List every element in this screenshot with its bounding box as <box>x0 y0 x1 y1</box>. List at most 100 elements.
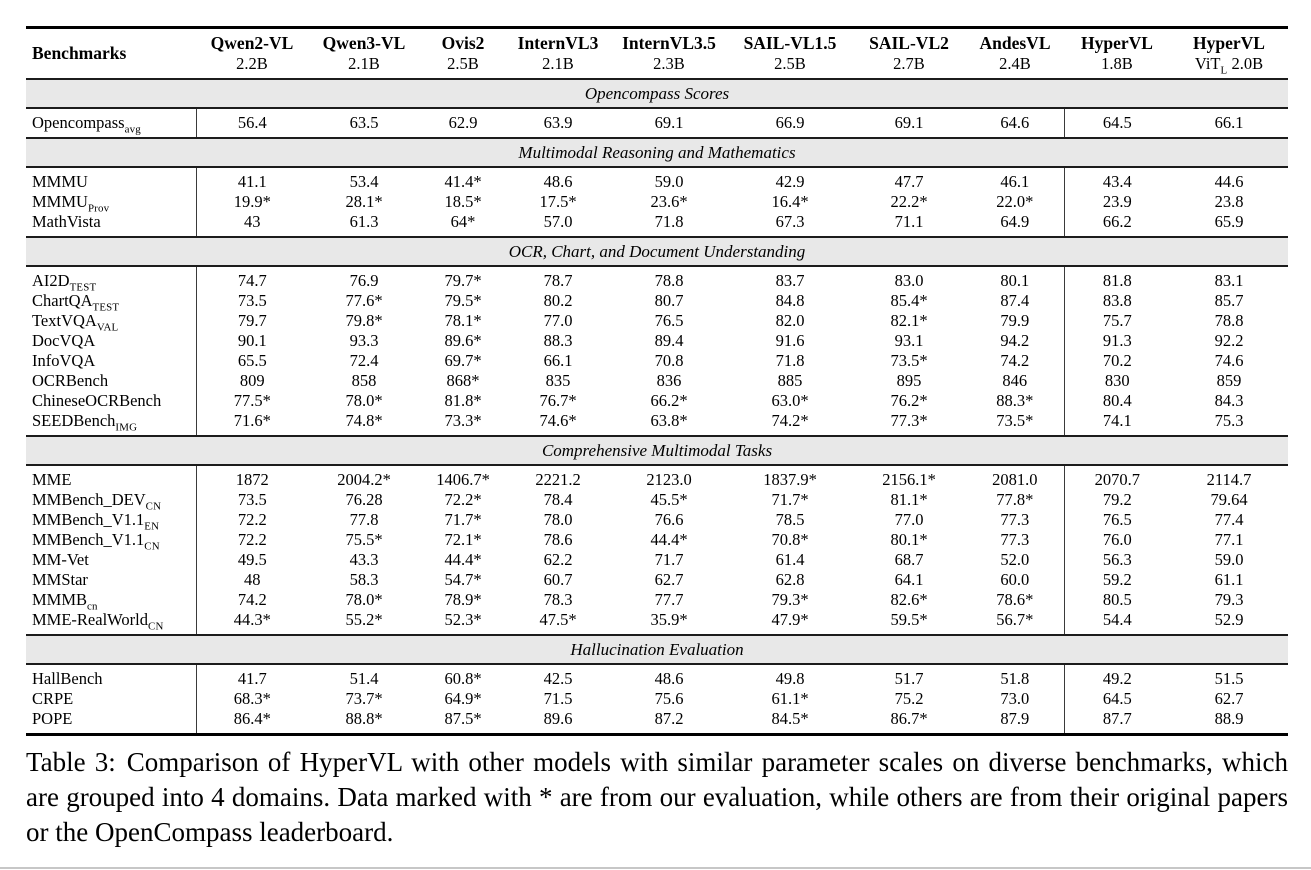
score-cell: 22.2* <box>890 192 928 211</box>
score-cell: 2114.7 <box>1206 470 1252 489</box>
score-cell: 48 <box>195 570 308 590</box>
score-cell: 66.2* <box>650 391 688 410</box>
score-cell: 23.6* <box>650 192 688 211</box>
score-cell: 74.6 <box>1214 351 1244 370</box>
benchmark-name: ChartQATEST <box>32 291 120 314</box>
score-cell: 79.9 <box>1000 311 1030 330</box>
score-cell: 80.1* <box>890 530 928 549</box>
score-cell: 68.3* <box>195 689 308 709</box>
score-cell: 77.0 <box>894 510 924 529</box>
column-header: Qwen2-VL 2.2B <box>210 33 294 73</box>
score-cell: 74.2 <box>195 590 308 610</box>
score-cell: 71.7* <box>444 510 482 529</box>
score-cell: 51.4 <box>349 669 379 688</box>
benchmark-row: TextVQAVAL 79.7 79.8* 78.1* 77.0 76.5 82.0 82.1… <box>26 311 1288 333</box>
score-cell: 87.7 <box>1063 709 1170 735</box>
table-caption-text: Comparison of HyperVL with other models … <box>26 747 1289 847</box>
score-cell: 60.7 <box>543 570 573 589</box>
score-cell: 70.2 <box>1063 351 1170 371</box>
score-cell: 64.6 <box>1000 113 1030 132</box>
benchmark-name: MMBench_V1.1CN <box>32 530 160 553</box>
score-cell: 809 <box>195 371 308 391</box>
benchmark-row: OCRBench 809 858 868* 835 836 885 895 846 830 859 <box>26 371 1288 391</box>
score-cell: 89.4 <box>654 331 684 350</box>
score-cell: 71.6* <box>195 411 308 436</box>
score-cell: 74.1 <box>1063 411 1170 436</box>
column-header: SAIL-VL2 2.7B <box>869 33 949 73</box>
score-cell: 85.7 <box>1214 291 1244 310</box>
score-cell: 77.6* <box>345 291 383 310</box>
score-cell: 835 <box>545 371 571 390</box>
score-cell: 64.1 <box>894 570 924 589</box>
score-cell: 84.5* <box>771 709 809 728</box>
score-cell: 885 <box>777 371 803 390</box>
table-caption: Table 3: Comparison of HyperVL with other… <box>26 745 1288 850</box>
score-cell: 78.3 <box>543 590 573 609</box>
score-cell: 73.7* <box>345 689 383 708</box>
score-cell: 80.1 <box>1000 271 1030 290</box>
table-header-row: Benchmarks Qwen2-VL 2.2B Qwen3-VL 2.1B Ovis2… <box>26 28 1288 80</box>
score-cell: 76.6 <box>654 510 684 529</box>
score-cell: 79.3* <box>771 590 809 609</box>
score-cell: 60.0 <box>1000 570 1030 589</box>
benchmark-row: MMBench_DEVCN 73.5 76.28 72.2* 78.4 45.5* 71.7… <box>26 490 1288 513</box>
score-cell: 55.2* <box>345 610 383 629</box>
score-cell: 92.2 <box>1214 331 1244 350</box>
score-cell: 90.1 <box>195 331 308 351</box>
score-cell: 62.9 <box>448 113 478 132</box>
score-cell: 62.2 <box>543 550 573 569</box>
score-cell: 43.3 <box>349 550 379 569</box>
score-cell: 56.3 <box>1063 550 1170 570</box>
score-cell: 76.0 <box>1063 530 1170 550</box>
benchmark-row: POPE 86.4* 88.8* 87.5* 89.6 87.2 84.5* 86.7* 87.… <box>26 709 1288 735</box>
score-cell: 78.5 <box>775 510 805 529</box>
score-cell: 76.7* <box>539 391 577 410</box>
score-cell: 41.7 <box>195 664 308 689</box>
score-cell: 80.5 <box>1063 590 1170 610</box>
score-cell: 70.8 <box>654 351 684 370</box>
benchmark-name: OCRBench <box>32 371 109 390</box>
benchmark-row: MathVista 43 61.3 64* 57.0 71.8 67.3 71.1 64.9 66… <box>26 212 1288 237</box>
benchmark-name: MM-Vet <box>32 550 89 569</box>
score-cell: 1872 <box>195 465 308 490</box>
score-cell: 91.6 <box>775 331 805 350</box>
benchmark-row: MMBench_V1.1EN 72.2 77.8 71.7* 78.0 76.6 78.5 7… <box>26 510 1288 532</box>
score-cell: 58.3 <box>349 570 379 589</box>
score-cell: 35.9* <box>650 610 688 629</box>
benchmark-row: CRPE 68.3* 73.7* 64.9* 71.5 75.6 61.1* 75.2 73.0… <box>26 689 1288 709</box>
score-cell: 87.2 <box>654 709 684 728</box>
score-cell: 74.2 <box>1000 351 1030 370</box>
score-cell: 44.3* <box>195 610 308 635</box>
score-cell: 86.4* <box>195 709 308 735</box>
score-cell: 2221.2 <box>535 470 581 489</box>
score-cell: 1837.9* <box>763 470 817 489</box>
score-cell: 59.0 <box>1214 550 1244 569</box>
score-cell: 83.7 <box>775 271 805 290</box>
score-cell: 52.0 <box>1000 550 1030 569</box>
score-cell: 71.7 <box>654 550 684 569</box>
score-cell: 62.7 <box>654 570 684 589</box>
benchmark-name: MMBench_DEVCN <box>32 490 162 513</box>
table-caption-label: Table 3: <box>26 747 116 777</box>
score-cell: 81.1* <box>890 490 928 509</box>
score-cell: 81.8* <box>444 391 482 410</box>
section-header: Comprehensive Multimodal Tasks <box>26 435 1288 466</box>
score-cell: 64.5 <box>1063 689 1170 709</box>
score-cell: 51.7 <box>894 669 924 688</box>
benchmark-name: Opencompassavg <box>32 113 141 136</box>
score-cell: 57.0 <box>543 212 573 231</box>
score-cell: 43.4 <box>1063 167 1170 192</box>
benchmark-row: DocVQA 90.1 93.3 89.6* 88.3 89.4 91.6 93.1 94.2 9… <box>26 331 1288 351</box>
score-cell: 78.0* <box>345 590 383 609</box>
column-header: InternVL3.5 2.3B <box>622 33 716 73</box>
score-cell: 94.2 <box>1000 331 1030 350</box>
column-header: SAIL-VL1.5 2.5B <box>743 33 837 73</box>
score-cell: 62.7 <box>1214 689 1244 708</box>
benchmark-row: MMMBcn 74.2 78.0* 78.9* 78.3 77.7 79.3* 82.6* 78… <box>26 590 1288 612</box>
score-cell: 86.7* <box>890 709 928 728</box>
score-cell: 72.4 <box>349 351 379 370</box>
score-cell: 51.8 <box>1000 669 1030 688</box>
page-bottom-rule <box>0 867 1311 869</box>
score-cell: 77.0 <box>543 311 573 330</box>
column-header: Qwen3-VL 2.1B <box>322 33 406 73</box>
